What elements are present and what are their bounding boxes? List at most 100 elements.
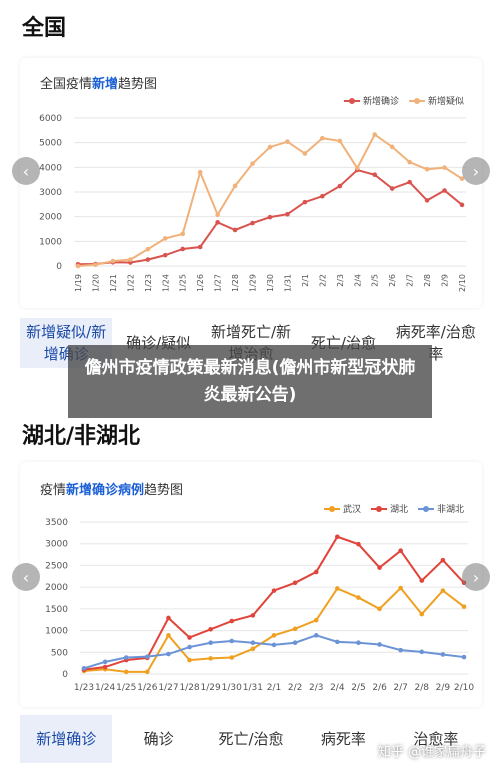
next-chart-button[interactable]: › xyxy=(462,157,490,185)
data-point xyxy=(93,262,98,268)
data-point xyxy=(250,640,256,646)
x-tick-label: 2/7 xyxy=(406,274,415,287)
legend-swatch xyxy=(343,97,360,104)
x-tick-label: 1/24 xyxy=(161,274,170,292)
tab-section2-1[interactable]: 确诊 xyxy=(143,730,174,748)
data-point xyxy=(162,252,168,258)
y-tick-label: 1000 xyxy=(39,237,62,247)
x-tick-label: 2/8 xyxy=(423,274,432,287)
x-tick-label: 1/22 xyxy=(126,274,135,292)
article-title-overlay[interactable]: 儋州市疫情政策最新消息(儋州市新型冠状肺炎最新公告) xyxy=(68,345,432,418)
next-chart-button[interactable]: › xyxy=(462,563,490,591)
x-tick-label: 2/8 xyxy=(415,683,430,693)
legend-label: 武汉 xyxy=(342,505,361,515)
data-point xyxy=(250,161,255,166)
x-tick-label: 1/21 xyxy=(109,274,118,292)
x-tick-label: 2/5 xyxy=(351,683,365,693)
data-point xyxy=(166,633,171,638)
prev-chart-button[interactable]: ‹ xyxy=(12,563,40,591)
x-tick-label: 1/30 xyxy=(266,274,275,292)
data-point xyxy=(302,199,308,205)
data-point xyxy=(389,186,395,191)
data-point xyxy=(335,639,340,645)
legend-swatch xyxy=(370,505,387,512)
tab-section2-0[interactable]: 新增确诊 xyxy=(20,715,113,763)
data-point xyxy=(128,257,133,262)
x-tick-label: 2/2 xyxy=(288,683,302,693)
x-tick-label: 2/10 xyxy=(454,683,474,693)
y-tick-label: 6000 xyxy=(39,114,62,124)
x-tick-label: 1/25 xyxy=(179,274,188,292)
data-point xyxy=(102,664,108,670)
chart-title-national: 全国疫情新增趋势图 xyxy=(40,73,157,92)
data-point xyxy=(398,548,403,553)
series-line-1 xyxy=(77,133,463,267)
x-tick-label: 1/26 xyxy=(137,683,157,693)
watermark-text: 知乎 @谁家扁舟子 xyxy=(377,745,486,760)
data-point xyxy=(187,644,192,650)
data-point xyxy=(440,652,446,657)
data-point xyxy=(271,633,277,638)
data-point xyxy=(197,244,203,250)
data-point xyxy=(335,586,340,591)
data-point xyxy=(267,214,273,220)
y-tick-label: 1000 xyxy=(45,627,68,637)
x-tick-label: 1/19 xyxy=(74,274,83,292)
data-point xyxy=(377,642,382,647)
data-point xyxy=(250,613,256,618)
tab-section1-4[interactable]: 病死率/治愈率 xyxy=(395,323,476,363)
x-tick-label: 2/1 xyxy=(267,683,281,693)
data-point xyxy=(208,640,213,646)
data-point xyxy=(377,606,382,612)
data-point xyxy=(313,617,319,623)
y-tick-label: 3000 xyxy=(39,188,62,198)
y-tick-label: 0 xyxy=(62,670,68,680)
tab-section2-2[interactable]: 死亡/治愈 xyxy=(218,730,284,748)
data-point xyxy=(166,615,171,621)
data-point xyxy=(267,144,273,150)
x-tick-label: 2/7 xyxy=(393,683,407,693)
line-chart-national: 0 1000 2000 3000 4000 5000 6000 1/19 1/20 1/21 1/2… xyxy=(39,114,467,292)
data-point xyxy=(292,580,298,586)
prev-chart-button[interactable]: ‹ xyxy=(12,157,40,185)
data-point xyxy=(250,646,256,652)
data-point xyxy=(398,585,403,591)
data-point xyxy=(461,654,467,660)
chevron-right-icon: › xyxy=(472,567,480,587)
data-point xyxy=(229,618,235,624)
legend-label: 新增疑似 xyxy=(427,97,464,107)
x-tick-label: 2/9 xyxy=(436,683,451,693)
data-point xyxy=(145,257,151,262)
data-point xyxy=(313,633,319,638)
data-point xyxy=(335,534,340,540)
legend-label: 新增确诊 xyxy=(362,97,399,107)
chevron-right-icon: › xyxy=(472,161,480,181)
legend-label: 非湖北 xyxy=(436,505,464,515)
x-tick-label: 1/26 xyxy=(196,274,205,292)
x-tick-label: 1/29 xyxy=(249,274,258,292)
data-point xyxy=(389,144,395,150)
tab-section2-3[interactable]: 病死率 xyxy=(320,730,366,748)
legend-swatch xyxy=(408,97,425,104)
y-tick-label: 3000 xyxy=(45,540,68,550)
data-point xyxy=(302,151,308,156)
x-tick-label: 2/6 xyxy=(388,274,397,287)
x-tick-label: 1/24 xyxy=(95,683,115,693)
data-point xyxy=(215,220,220,225)
legend-item: 湖北 xyxy=(370,502,408,515)
data-point xyxy=(123,669,129,675)
data-point xyxy=(459,202,465,208)
data-point xyxy=(81,666,87,671)
x-tick-label: 1/27 xyxy=(158,683,178,693)
x-tick-label: 2/3 xyxy=(336,274,345,287)
legend-label: 湖北 xyxy=(389,505,408,515)
data-point xyxy=(187,657,192,663)
chart-tabs-hubei: 新增确诊 确诊 死亡/治愈 病死率 治愈率 xyxy=(20,715,482,763)
line-chart-hubei: 0 500 1000 1500 2000 2500 3000 3500 1/23 1/24 1/25… xyxy=(45,518,474,693)
chart-title-highlight: 新增确诊病例 xyxy=(66,483,145,498)
data-point xyxy=(229,638,235,644)
tab-section2-4[interactable]: 治愈率 xyxy=(413,730,459,748)
data-point xyxy=(208,656,213,661)
legend-item: 新增疑似 xyxy=(408,94,464,107)
y-tick-label: 2000 xyxy=(45,583,68,593)
